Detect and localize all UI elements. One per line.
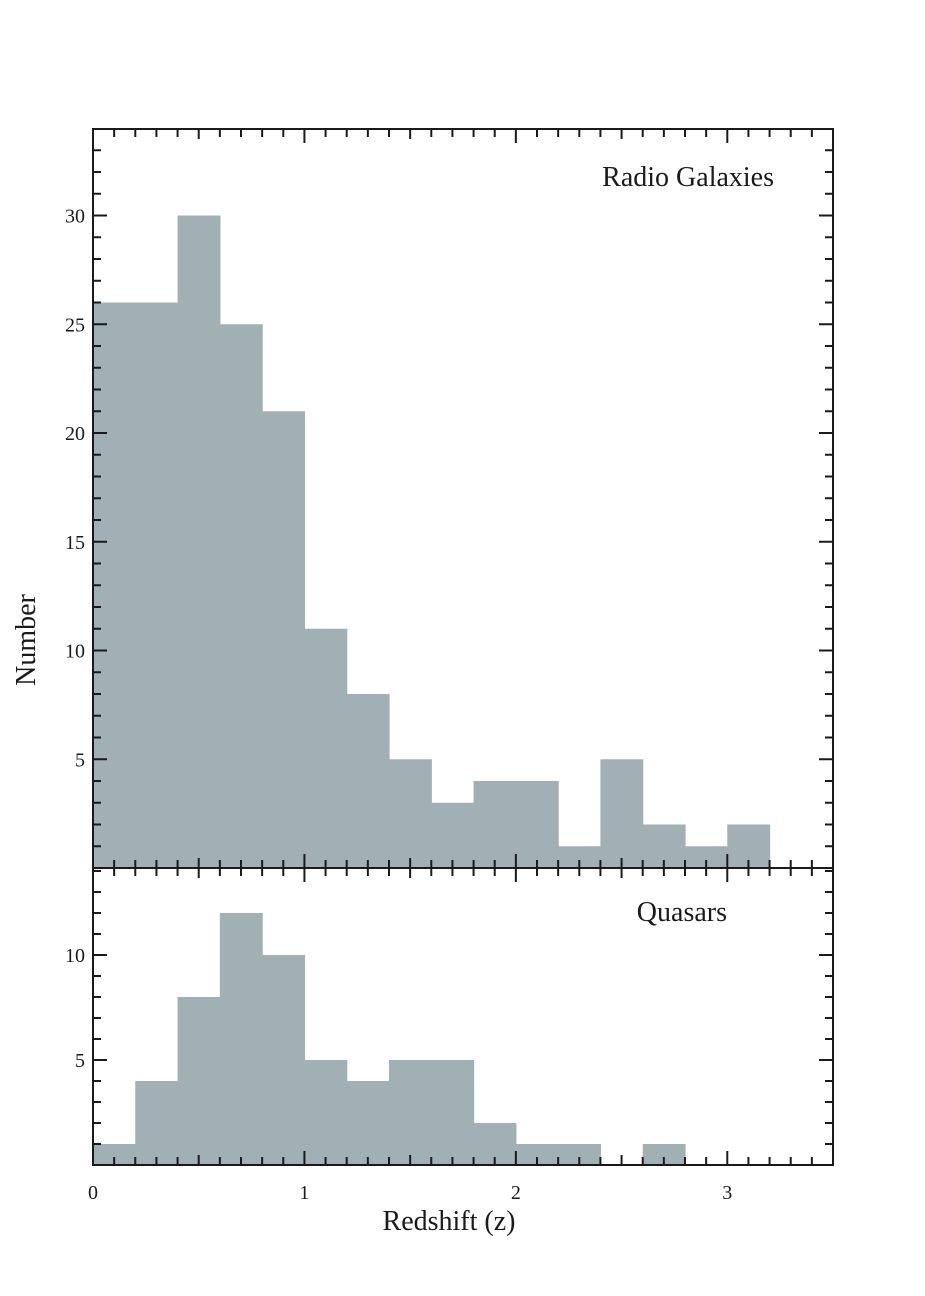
radio-galaxies-y-tick-labels: 5 10 15 20 25 30	[65, 206, 85, 772]
x-axis-label: Redshift (z)	[383, 1206, 516, 1237]
quasars-bar-1	[135, 1081, 179, 1165]
radio-galaxies-bar-9	[473, 781, 517, 868]
quasars-y-tick-labels: 5 10	[65, 945, 85, 1072]
radio-galaxies-bar-6	[346, 694, 390, 868]
y-tick-label: 20	[65, 423, 85, 445]
radio-galaxies-bar-11	[558, 846, 602, 868]
quasars-bar-10	[515, 1144, 559, 1165]
y-tick-label: 5	[75, 749, 85, 771]
radio-galaxies-bars	[93, 215, 771, 868]
y-tick-label: 30	[65, 206, 85, 228]
x-tick-labels: 0 1 2 3	[88, 1182, 732, 1204]
y-tick-label: 10	[65, 945, 85, 967]
x-tick-label: 2	[511, 1182, 521, 1204]
quasars-bar-7	[389, 1060, 432, 1165]
quasars-label: Quasars	[637, 897, 727, 928]
radio-galaxies-bar-8	[431, 802, 475, 868]
quasars-bar-4	[262, 955, 306, 1165]
radio-galaxies-bar-4	[262, 411, 306, 868]
radio-galaxies-bar-5	[304, 628, 348, 868]
radio-galaxies-bar-14	[685, 846, 728, 868]
quasars-ticks	[93, 868, 833, 1165]
y-tick-label: 5	[75, 1050, 85, 1072]
y-axis-label: Number	[11, 593, 42, 685]
quasars-bars	[93, 913, 686, 1165]
radio-galaxies-label: Radio Galaxies	[602, 162, 774, 193]
y-tick-label: 15	[65, 532, 85, 554]
quasars-bar-11	[558, 1144, 602, 1165]
x-tick-label: 3	[722, 1182, 732, 1204]
quasars-bar-3	[219, 913, 263, 1165]
x-tick-label: 0	[88, 1182, 98, 1204]
radio-galaxies-ticks	[93, 129, 833, 868]
radio-galaxies-bar-2	[177, 215, 221, 868]
radio-galaxies-bar-7	[389, 759, 432, 868]
y-tick-label: 25	[65, 314, 85, 336]
radio-galaxies-bar-1	[135, 302, 179, 868]
radio-galaxies-bar-3	[219, 324, 263, 868]
y-tick-label: 10	[65, 641, 85, 663]
quasars-bar-13	[642, 1144, 686, 1165]
radio-galaxies-panel: 5 10 15 20 25 30 Radio Galaxies	[65, 128, 834, 869]
quasars-bar-2	[177, 997, 221, 1165]
quasars-panel: 5 10 0 1 2 3 Quasars	[65, 867, 834, 1204]
quasars-bar-8	[431, 1060, 475, 1165]
quasars-bar-0	[93, 1144, 136, 1165]
radio-galaxies-bar-10	[515, 781, 559, 868]
quasars-frame	[92, 867, 834, 1166]
x-tick-label: 1	[299, 1182, 309, 1204]
quasars-bar-6	[346, 1081, 390, 1165]
radio-galaxies-bar-12	[600, 759, 644, 868]
quasars-bar-5	[304, 1060, 348, 1165]
